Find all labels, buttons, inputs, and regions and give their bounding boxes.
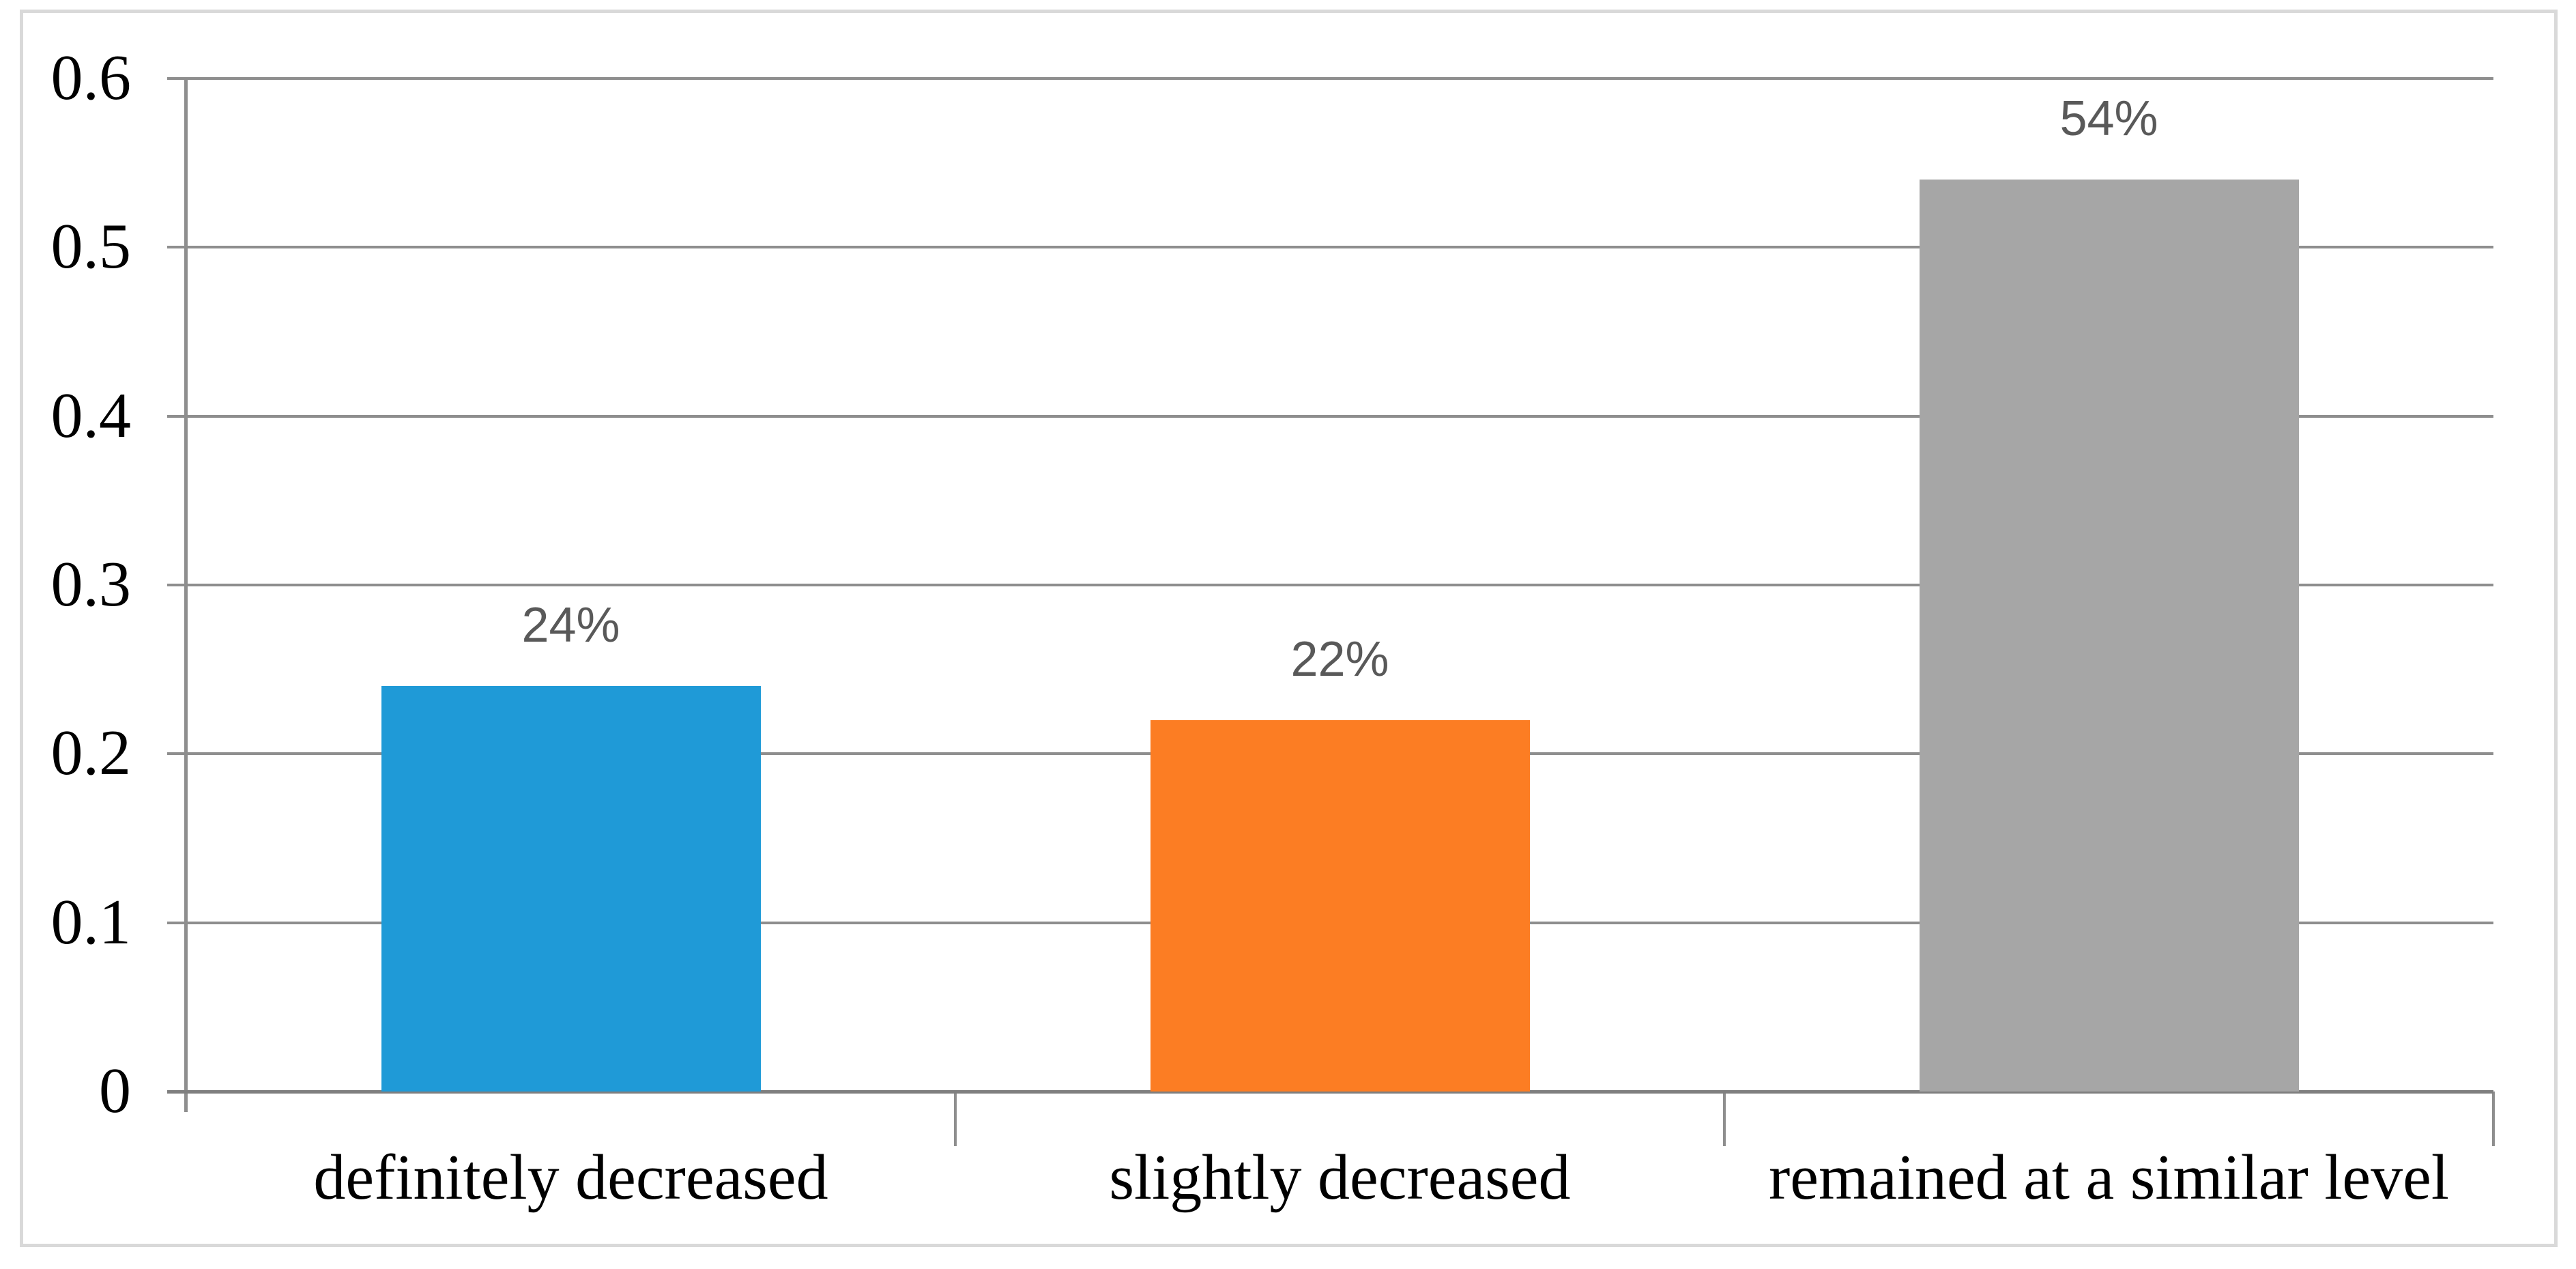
y-tick-label-0.1: 0.1 — [50, 886, 132, 958]
category-axis-tick — [954, 1092, 957, 1146]
category-axis-tick — [1723, 1092, 1726, 1146]
category-axis-tick — [2492, 1092, 2495, 1146]
bar-remained-at-a-similar-level — [1919, 180, 2299, 1092]
y-tick-label-0.3: 0.3 — [50, 549, 132, 620]
bar-definitely-decreased — [381, 686, 761, 1092]
x-category-label-definitely-decreased: definitely decreased — [313, 1142, 828, 1213]
y-tick-label-0.4: 0.4 — [50, 380, 132, 451]
y-axis-line — [184, 79, 188, 1112]
y-tick-label-0.5: 0.5 — [50, 211, 132, 283]
y-tick-label-0.2: 0.2 — [50, 717, 132, 789]
data-label-22%: 22% — [1290, 631, 1389, 687]
data-label-54%: 54% — [2059, 91, 2158, 147]
y-tick-label-0: 0 — [99, 1055, 131, 1126]
plot-area: 24% 22% 54% — [167, 77, 2495, 1146]
gridline-0.6 — [167, 77, 2493, 80]
y-tick-label-0.6: 0.6 — [50, 42, 132, 113]
gridline-0.5 — [167, 246, 2493, 249]
data-label-24%: 24% — [521, 598, 620, 653]
gridline-0.3 — [167, 584, 2493, 586]
gridline-0.4 — [167, 414, 2493, 418]
x-category-label-slightly-decreased: slightly decreased — [1109, 1142, 1571, 1213]
x-category-label-remained-at-a-similar-level: remained at a similar level — [1768, 1142, 2449, 1213]
bar-slightly-decreased — [1150, 719, 1530, 1092]
x-axis-line — [167, 1090, 2493, 1094]
